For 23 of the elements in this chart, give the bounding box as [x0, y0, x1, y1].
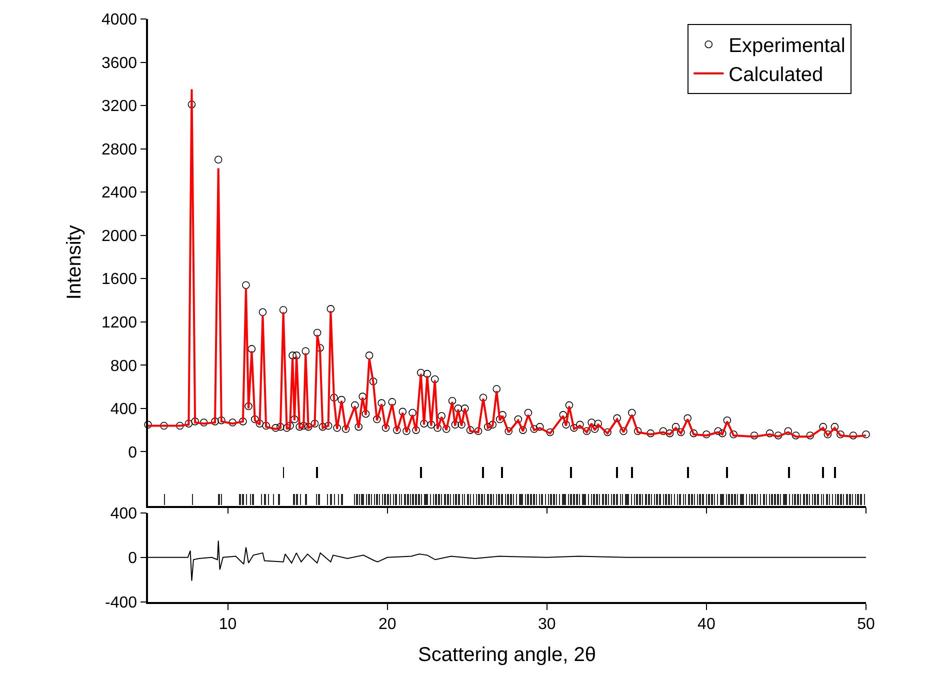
- x-tick-label: 40: [698, 616, 716, 633]
- y-axis-title: Intensity: [63, 225, 86, 300]
- y-tick-label: 2800: [101, 141, 138, 158]
- y-tick-label: 400: [110, 401, 138, 418]
- y-tick-label: 1600: [101, 271, 138, 288]
- y-tick-label: 400: [110, 505, 138, 522]
- y-tick-label: 0: [128, 550, 138, 567]
- y-tick-label: 3200: [101, 98, 138, 116]
- x-tick-label: 50: [857, 616, 875, 633]
- y-tick-label: 4000: [101, 12, 138, 29]
- y-tick-label: 2000: [101, 228, 138, 245]
- x-tick-label: 10: [218, 616, 237, 633]
- y-tick-label: -400: [105, 594, 138, 612]
- x-axis-title: Scattering angle, 2θ: [418, 644, 596, 666]
- x-tick-label: 20: [378, 616, 396, 633]
- x-tick-label: 30: [538, 616, 556, 633]
- legend-label: Calculated: [728, 64, 824, 86]
- y-tick-label: 1200: [101, 314, 138, 332]
- y-tick-label: 800: [110, 358, 138, 375]
- y-tick-label: 3600: [101, 54, 138, 72]
- legend-label: Experimental: [728, 35, 846, 58]
- y-tick-label: 2400: [101, 184, 138, 202]
- y-tick-label: 0: [128, 444, 138, 462]
